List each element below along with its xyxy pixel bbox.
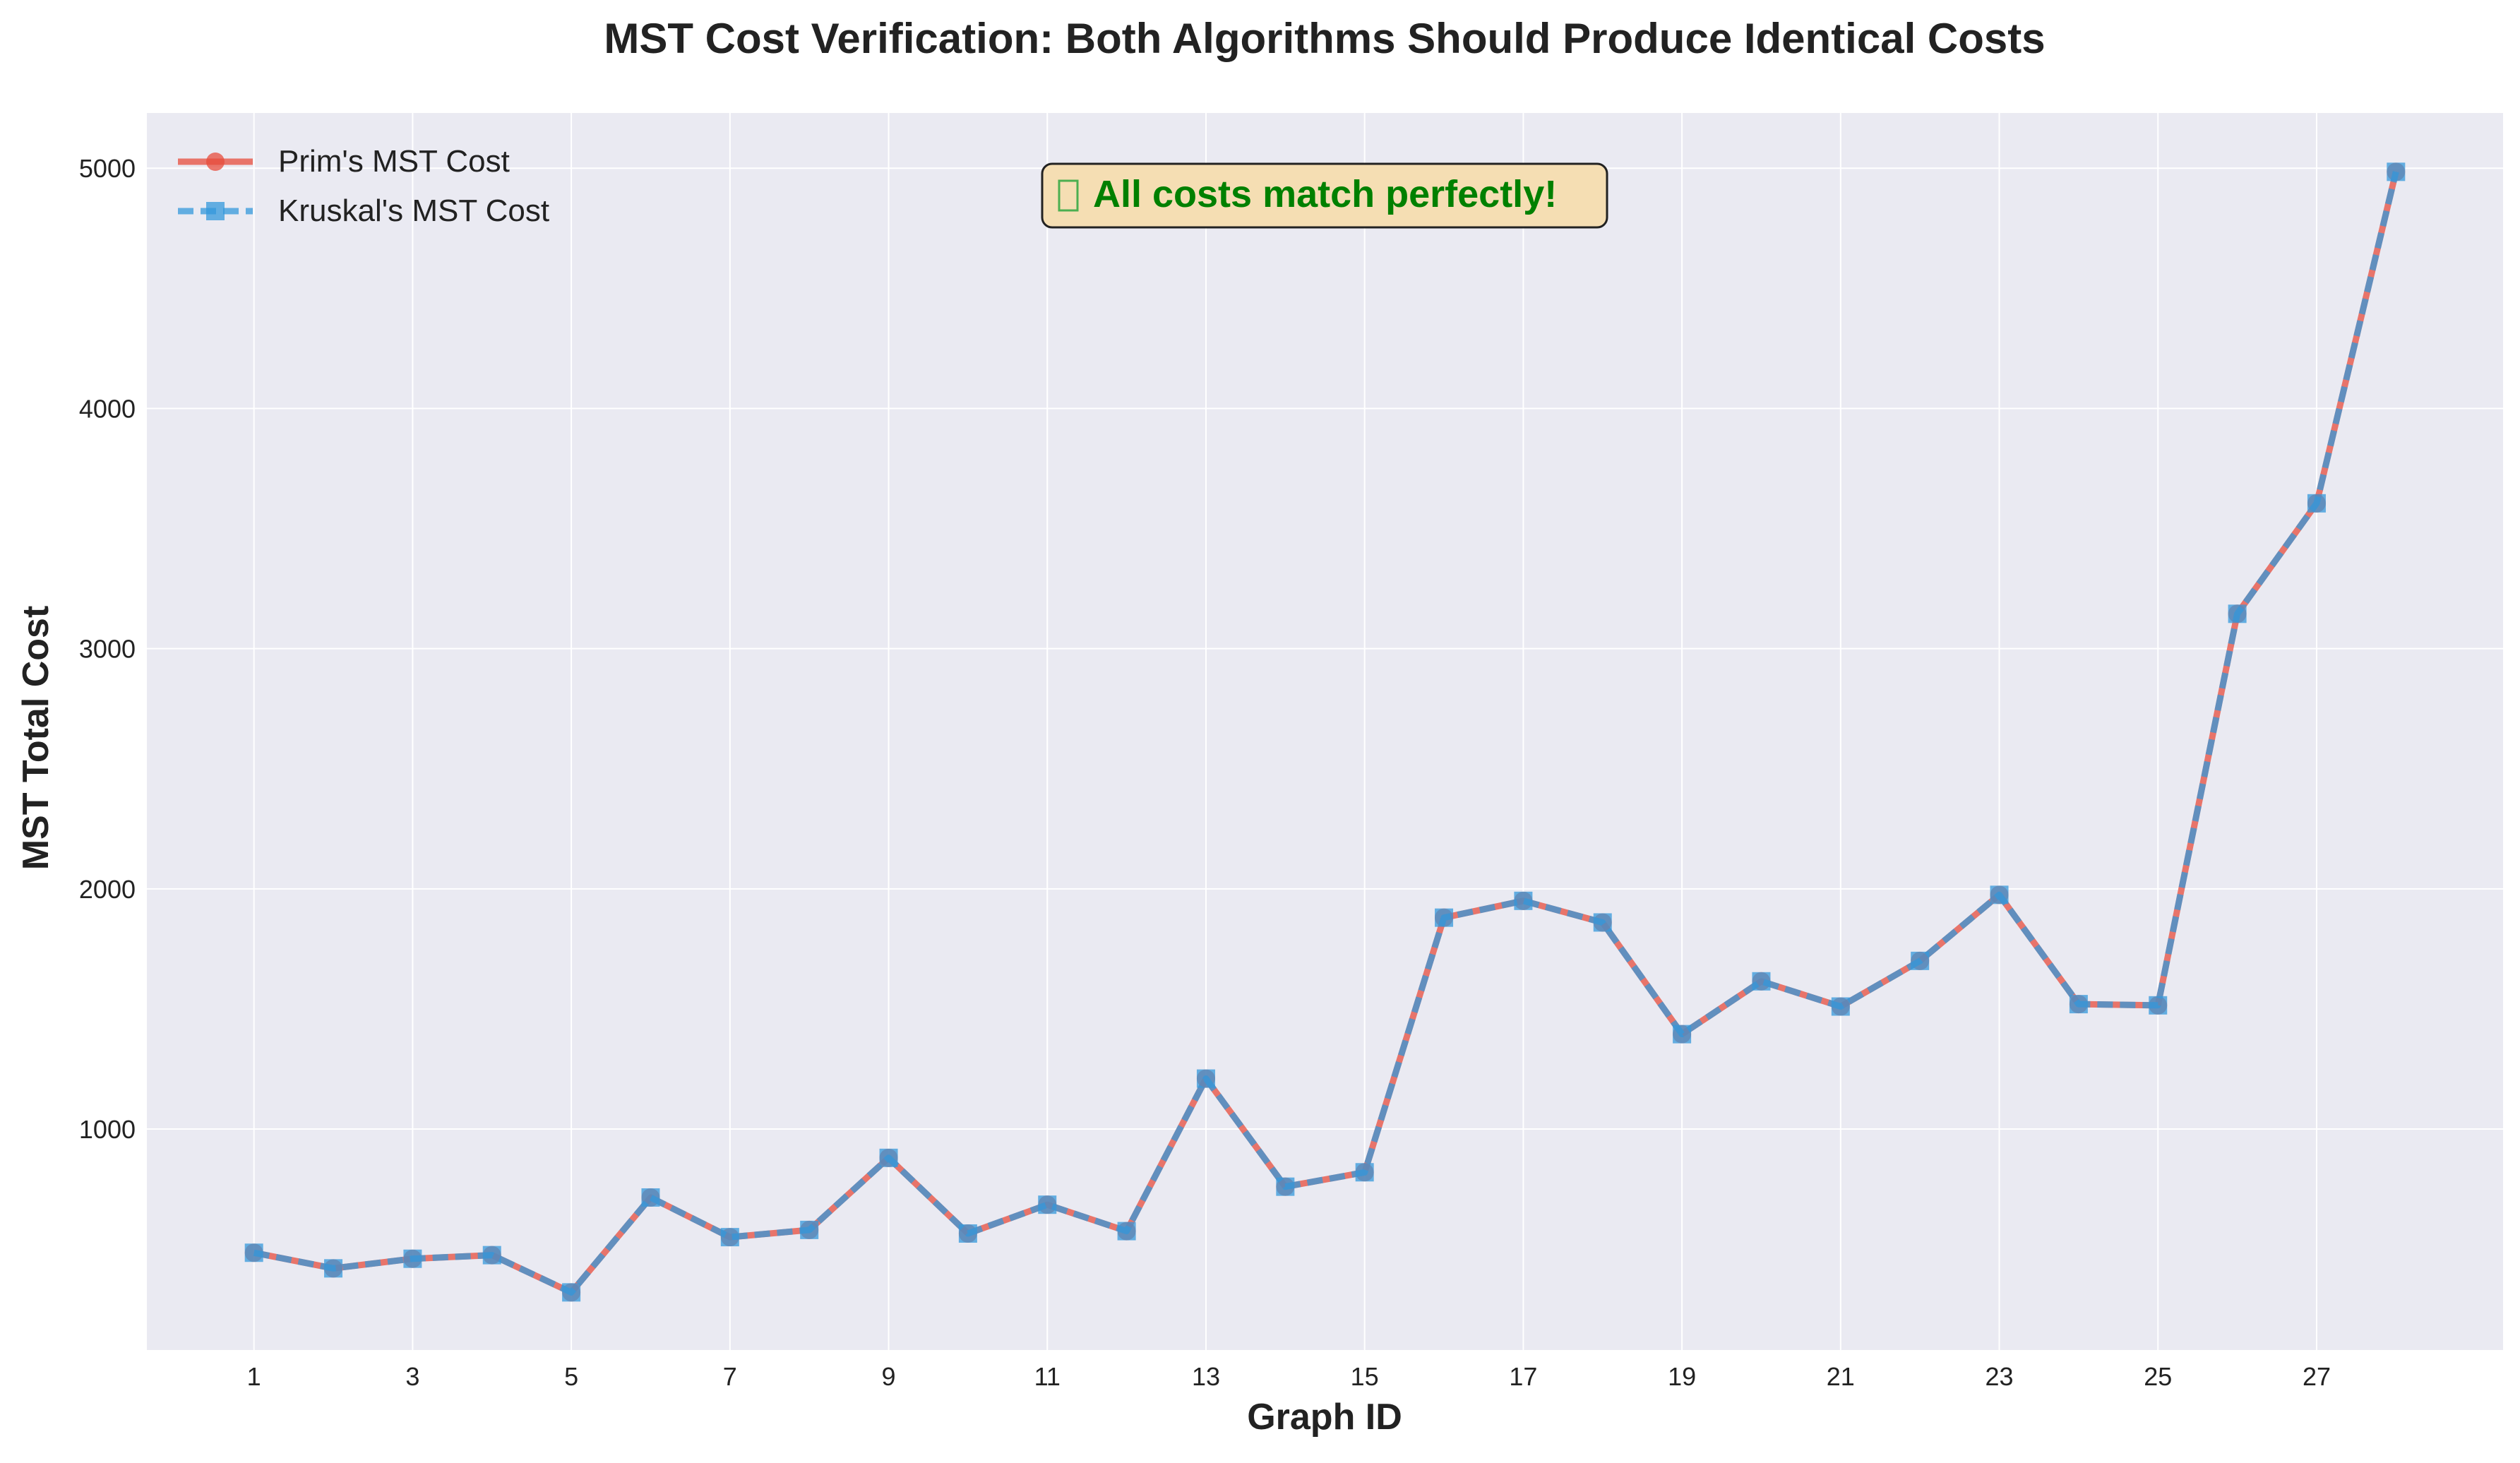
data-point-kruskal <box>2069 995 2088 1014</box>
data-point-kruskal <box>2228 604 2247 623</box>
data-point-kruskal <box>1435 908 1454 927</box>
legend-marker-kruskal <box>206 202 225 220</box>
data-point-kruskal <box>1831 997 1850 1016</box>
data-point-kruskal <box>2387 162 2406 181</box>
legend-label-prim: Prim's MST Cost <box>278 144 510 179</box>
x-tick-label: 17 <box>1509 1362 1537 1391</box>
x-tick-label: 23 <box>1985 1362 2014 1391</box>
x-tick-label: 7 <box>723 1362 737 1391</box>
x-tick-label: 9 <box>882 1362 896 1391</box>
series-line-kruskal <box>253 171 2399 1296</box>
y-tick-label: 2000 <box>79 875 136 904</box>
data-point-kruskal <box>324 1259 343 1278</box>
missing-glyph-box-icon <box>1058 179 1079 212</box>
data-point-kruskal <box>1673 1025 1692 1044</box>
data-point-kruskal <box>1911 951 1930 970</box>
x-tick-label: 21 <box>1827 1362 1855 1391</box>
data-point-kruskal <box>403 1249 422 1268</box>
data-point-kruskal <box>1752 972 1771 991</box>
legend-entry-prim: Prim's MST Cost <box>178 144 510 179</box>
data-point-kruskal <box>720 1228 739 1247</box>
annotation-text: All costs match perfectly! <box>1093 173 1557 215</box>
data-point-kruskal <box>1276 1177 1295 1196</box>
legend-label-kruskal: Kruskal's MST Cost <box>278 193 549 228</box>
data-point-kruskal <box>1593 913 1612 932</box>
data-point-kruskal <box>1038 1195 1057 1214</box>
data-point-kruskal <box>1196 1069 1215 1088</box>
x-tick-label: 5 <box>564 1362 578 1391</box>
chart-title: MST Cost Verification: Both Algorithms S… <box>604 15 2045 62</box>
x-tick-label: 13 <box>1192 1362 1220 1391</box>
data-point-kruskal <box>1990 885 2009 904</box>
x-tick-label: 1 <box>247 1362 261 1391</box>
data-point-kruskal <box>562 1283 581 1302</box>
data-point-kruskal <box>244 1243 263 1262</box>
x-tick-label: 27 <box>2303 1362 2331 1391</box>
x-tick-label: 19 <box>1668 1362 1696 1391</box>
data-point-kruskal <box>2307 494 2326 513</box>
plot-area <box>147 113 2503 1350</box>
x-tick-label: 3 <box>405 1362 419 1391</box>
data-point-kruskal <box>1355 1163 1374 1182</box>
data-point-kruskal <box>1514 891 1533 910</box>
data-point-kruskal <box>641 1188 660 1207</box>
data-point-kruskal <box>2149 996 2168 1015</box>
data-point-kruskal <box>879 1148 898 1167</box>
data-point-kruskal <box>482 1246 501 1265</box>
y-axis-label: MST Total Cost <box>16 606 56 871</box>
match-annotation: All costs match perfectly! <box>1041 162 1608 229</box>
data-point-kruskal <box>800 1220 819 1239</box>
x-tick-label: 15 <box>1351 1362 1379 1391</box>
x-axis-label: Graph ID <box>1247 1397 1402 1438</box>
x-tick-label: 11 <box>1034 1362 1061 1391</box>
y-tick-label: 5000 <box>79 154 136 183</box>
data-point-kruskal <box>958 1224 977 1243</box>
x-tick-label: 25 <box>2144 1362 2172 1391</box>
annotation-box <box>1041 162 1608 229</box>
data-point-kruskal <box>1117 1222 1136 1241</box>
y-tick-label: 3000 <box>79 635 136 664</box>
legend-entry-kruskal: Kruskal's MST Cost <box>178 193 549 228</box>
y-tick-label: 4000 <box>79 394 136 423</box>
legend: Prim's MST Cost Kruskal's MST Cost <box>178 144 549 228</box>
y-tick-label: 1000 <box>79 1115 136 1144</box>
legend-marker-prim <box>206 153 225 171</box>
